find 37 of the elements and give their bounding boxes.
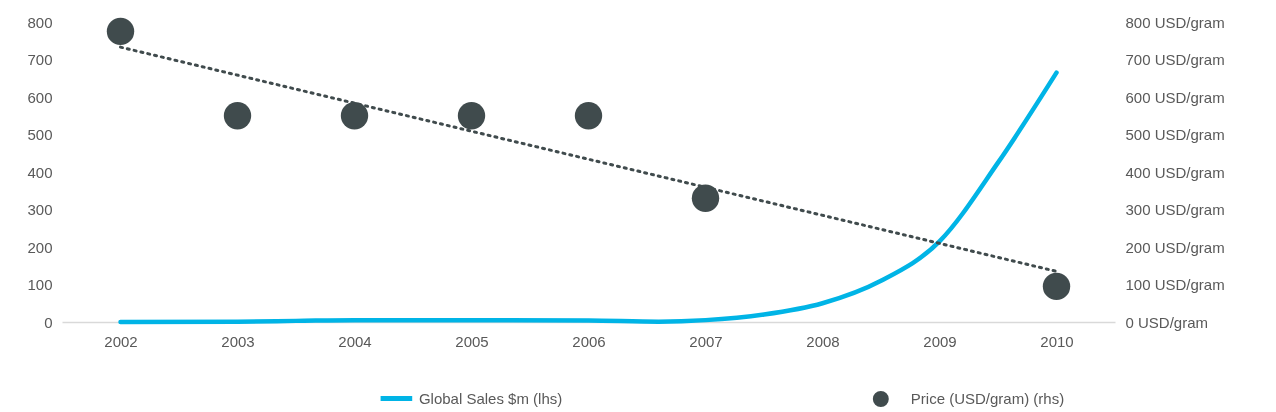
y-tick-label: 300 bbox=[27, 201, 53, 218]
y2-tick-label: 400 USD/gram bbox=[1125, 163, 1225, 181]
y-tick-label: 200 bbox=[27, 238, 53, 256]
y-tick-label: 0 bbox=[44, 313, 53, 331]
x-tick-label: 2007 bbox=[689, 332, 723, 350]
y2-tick-label: 200 USD/gram bbox=[1125, 238, 1225, 256]
y2-tick-label: 800 USD/gram bbox=[1125, 13, 1225, 31]
x-tick-label: 2009 bbox=[923, 332, 957, 350]
y-tick-label: 800 bbox=[27, 13, 53, 31]
x-tick-label: 2002 bbox=[104, 332, 138, 350]
point bbox=[574, 102, 603, 130]
legend-label: Price (USD/gram) (rhs) bbox=[910, 390, 1065, 407]
x-tick-label: 2004 bbox=[338, 332, 372, 350]
x-tick-label: 2005 bbox=[455, 332, 489, 350]
y-tick-label: 700 bbox=[27, 51, 53, 68]
x-tick-label: 2010 bbox=[1040, 332, 1074, 350]
point bbox=[1042, 272, 1071, 301]
legend-label: Global Sales $m (lhs) bbox=[418, 389, 563, 407]
x-tick-label: 2008 bbox=[806, 332, 840, 350]
point bbox=[223, 102, 252, 130]
y2-tick-label: 300 USD/gram bbox=[1125, 201, 1225, 218]
point bbox=[340, 102, 369, 130]
point bbox=[457, 102, 486, 130]
point bbox=[106, 17, 135, 46]
line-series bbox=[118, 70, 1059, 325]
x-tick-label: 2006 bbox=[572, 332, 606, 350]
point bbox=[691, 184, 720, 212]
y-tick-label: 100 bbox=[27, 276, 53, 293]
y2-tick-label: 0 USD/gram bbox=[1125, 313, 1209, 331]
y-tick-label: 600 bbox=[27, 88, 53, 106]
y2-tick-label: 500 USD/gram bbox=[1125, 126, 1225, 143]
y2-tick-label: 600 USD/gram bbox=[1125, 88, 1225, 106]
y2-tick-label: 100 USD/gram bbox=[1125, 276, 1225, 293]
y2-tick-label: 700 USD/gram bbox=[1125, 51, 1225, 68]
y-tick-label: 500 bbox=[27, 126, 53, 143]
y-tick-label: 400 bbox=[27, 163, 53, 181]
x-tick-label: 2003 bbox=[221, 332, 255, 350]
